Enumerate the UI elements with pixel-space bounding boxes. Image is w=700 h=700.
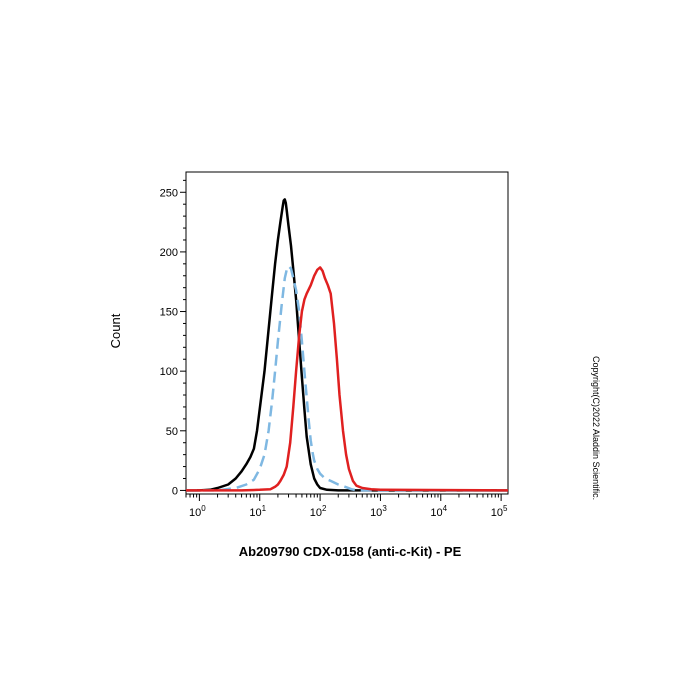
y-tick-label: 200 xyxy=(160,247,178,259)
plot-frame xyxy=(185,171,509,495)
y-tick-label: 0 xyxy=(172,485,178,497)
histogram-series-3 xyxy=(186,266,509,492)
y-tick-label: 100 xyxy=(160,366,178,378)
x-tick-label: 103 xyxy=(370,504,387,519)
x-tick-label: 101 xyxy=(249,504,266,519)
x-tick-label: 105 xyxy=(491,504,508,519)
x-axis-title: Ab209790 CDX-0158 (anti-c-Kit) - PE xyxy=(239,544,462,559)
histogram-series-2 xyxy=(186,264,508,492)
y-tick-label: 250 xyxy=(160,187,178,199)
y-axis: 0 50 100 150 200 250 xyxy=(160,179,186,497)
copyright-notice: Copyright(C)2022 Aladdin Scientific. xyxy=(591,356,601,516)
x-tick-label: 104 xyxy=(430,504,447,519)
series-layer xyxy=(186,198,509,492)
copyright-text: Copyright(C)2022 Aladdin Scientific. xyxy=(591,356,601,501)
y-tick-label: 150 xyxy=(160,307,178,319)
x-tick-label: 100 xyxy=(189,504,206,519)
x-axis: 100 101 102 103 104 105 xyxy=(185,494,508,519)
x-tick-label: 102 xyxy=(310,504,327,519)
y-tick-label: 50 xyxy=(166,426,178,438)
histogram-series-1 xyxy=(186,198,508,492)
y-axis-title: Count xyxy=(108,313,123,348)
